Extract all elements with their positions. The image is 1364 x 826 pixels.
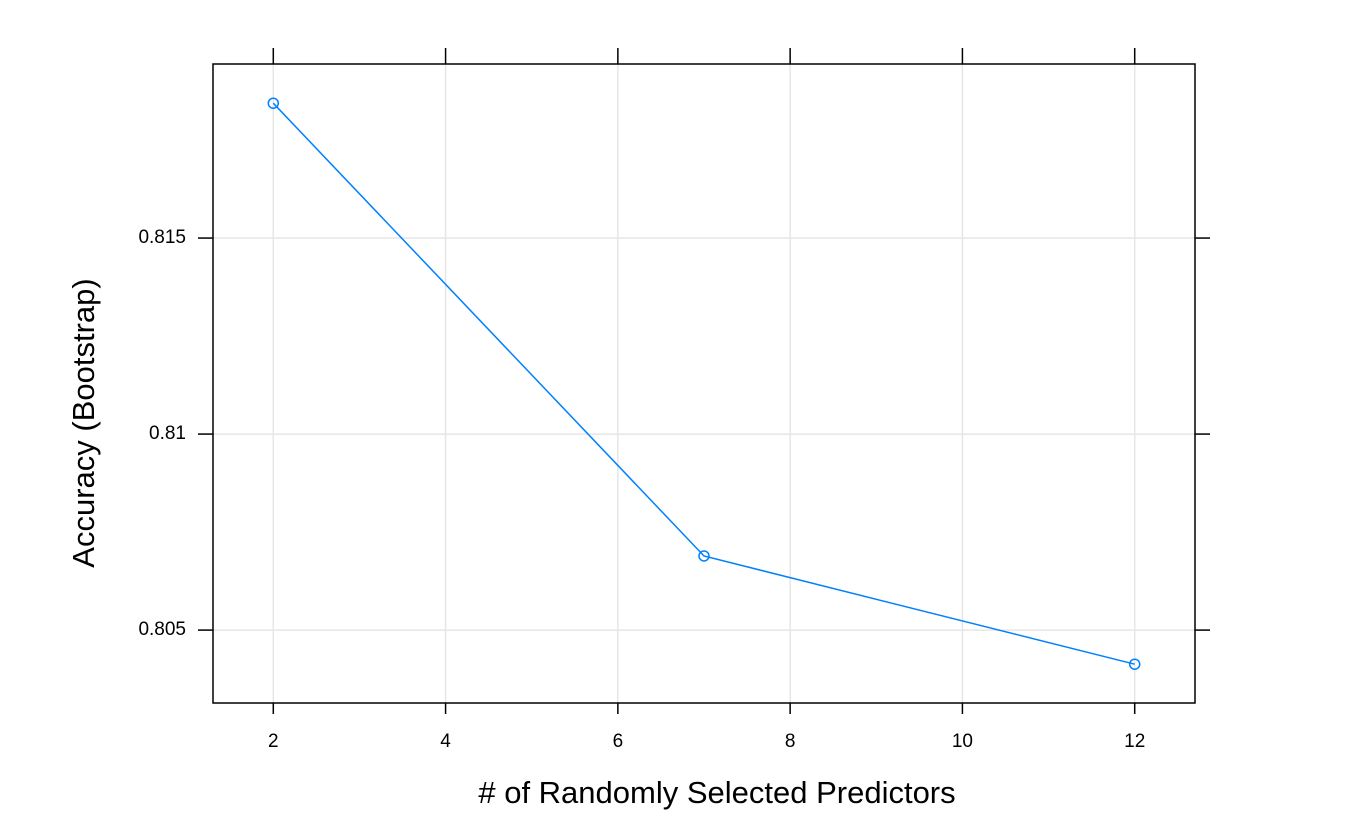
point — [1128, 658, 1141, 670]
x-tick-label: 2 — [268, 731, 279, 752]
x-tick-label: 6 — [613, 731, 624, 752]
point — [267, 97, 280, 109]
y-tick-label: 0.815 — [138, 227, 186, 248]
x-axis-label: # of Randomly Selected Predictors — [478, 775, 955, 810]
x-tick-label: 4 — [440, 731, 451, 752]
plot-frame — [212, 63, 1196, 704]
y-axis-label: Accuracy (Bootstrap) — [66, 278, 101, 567]
point — [698, 550, 710, 562]
x-tick-label: 8 — [785, 731, 796, 752]
y-tick-label: 0.81 — [149, 423, 186, 444]
x-tick-label: 10 — [952, 731, 973, 752]
line — [272, 102, 1135, 665]
x-tick-label: 12 — [1124, 731, 1145, 752]
y-tick-label: 0.805 — [138, 619, 186, 640]
